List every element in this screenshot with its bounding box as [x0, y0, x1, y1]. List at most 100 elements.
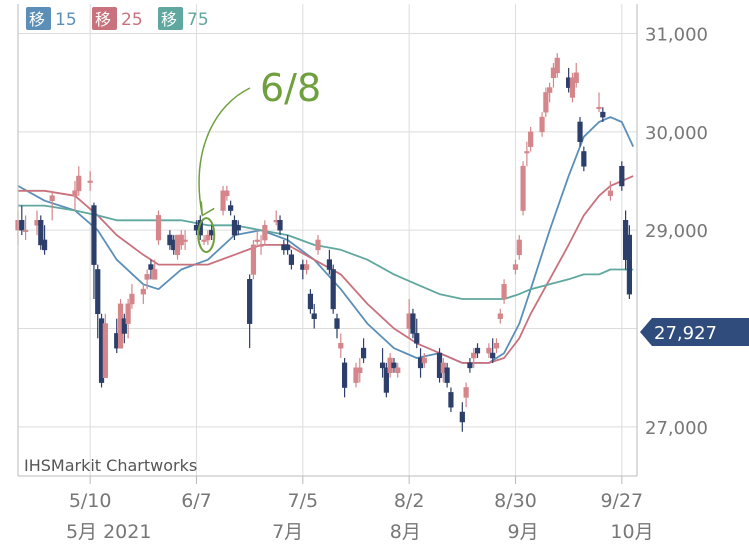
candle-2021-07-30	[395, 362, 401, 378]
candle-2021-05-26	[148, 259, 154, 280]
candle-2021-07-20	[357, 358, 363, 383]
candle-2021-07-16	[341, 358, 348, 398]
candle-2021-09-16	[577, 117, 583, 147]
candle-2021-07-02	[288, 249, 295, 270]
candle-2021-05-24	[140, 284, 146, 304]
candle-body	[307, 293, 314, 310]
candle-body	[19, 220, 25, 231]
candle-body	[626, 234, 633, 295]
candle-body	[512, 264, 519, 270]
candle-body	[201, 239, 207, 242]
candle-body	[600, 111, 606, 118]
candle-2021-06-04	[182, 230, 188, 250]
candle-body	[607, 190, 614, 197]
legend-period: 75	[187, 10, 209, 30]
x-tick-label-6-7: 6/7	[181, 490, 212, 512]
candle-body	[493, 342, 500, 349]
candle-2021-09-27	[619, 161, 625, 191]
candle-body	[205, 234, 211, 241]
candle-2021-07-06	[304, 259, 310, 275]
candle-2021-05-11	[91, 202, 97, 299]
last-price-tag: 27,927	[640, 318, 749, 346]
candle-body	[148, 264, 154, 270]
candle-2021-05-10	[87, 171, 93, 191]
candle-body	[395, 367, 401, 374]
candle-body	[41, 239, 48, 251]
y-tick-label-30000: 30,000	[645, 123, 708, 144]
candle-body	[467, 362, 473, 369]
candle-body	[581, 151, 587, 167]
annotation-label: 6/8	[260, 66, 321, 110]
candle-2021-04-27	[38, 215, 44, 250]
annotation-arrowhead	[200, 201, 215, 217]
candle-2021-06-16	[228, 200, 234, 216]
candle-2021-05-28	[155, 210, 162, 245]
candle-2021-06-23	[254, 230, 260, 245]
candle-body	[353, 367, 359, 383]
candle-body	[383, 367, 389, 393]
candle-2021-09-06	[539, 112, 545, 137]
y-axis: 27,000 29,000 30,000 31,000	[645, 25, 708, 439]
candle-2021-06-15	[224, 185, 230, 201]
candle-2021-08-27	[501, 279, 507, 304]
candle-2021-08-04	[414, 318, 420, 349]
candle-2021-04-30	[49, 190, 55, 221]
candle-2021-08-23	[486, 343, 492, 358]
candle-2021-08-16	[459, 402, 465, 432]
candle-2021-09-22	[600, 107, 606, 122]
x-month-label-2021-10: 10月	[610, 521, 653, 543]
candle-body	[152, 269, 158, 280]
candle-2021-08-03	[410, 308, 416, 339]
legend-badge	[26, 7, 51, 30]
candle-body	[379, 362, 386, 369]
y-tick-label-29000: 29,000	[645, 221, 708, 242]
candle-body	[277, 220, 283, 231]
candle-body	[357, 367, 363, 374]
candle-2021-09-24	[607, 181, 614, 201]
x-tick-label-5-10: 5/10	[69, 490, 112, 512]
x-month-label-2021-05: 5月 2021	[66, 521, 151, 543]
candle-2021-07-01	[285, 235, 291, 255]
last-price-tag-shape	[640, 318, 749, 346]
candle-body	[87, 180, 93, 183]
candle-body	[140, 288, 146, 295]
grid-lines	[18, 4, 637, 476]
candle-2021-06-09	[201, 235, 207, 245]
candle-2021-08-31	[516, 235, 522, 260]
candle-2021-07-21	[360, 338, 367, 363]
candle-2021-09-03	[528, 126, 534, 152]
candle-body	[311, 313, 317, 319]
candle-2021-05-19	[121, 313, 127, 344]
candle-body	[250, 244, 257, 275]
candle-2021-06-14	[220, 185, 226, 216]
candle-body	[524, 151, 530, 154]
x-month-label-2021-08: 8月	[390, 521, 421, 543]
candle-2021-07-29	[391, 358, 397, 373]
candle-2021-09-29	[626, 225, 633, 299]
candle-2021-07-27	[383, 362, 389, 398]
candle-body	[228, 205, 234, 211]
candle-2021-08-19	[471, 348, 477, 368]
candle-body	[76, 175, 82, 192]
candle-2021-08-30	[512, 259, 519, 275]
candle-2021-07-12	[326, 249, 332, 275]
candle-body	[95, 269, 101, 315]
candle-body	[444, 367, 450, 383]
candle-2021-07-08	[311, 303, 317, 329]
candle-2021-08-25	[493, 338, 500, 354]
candle-body	[334, 318, 340, 329]
last-price-label: 27,927	[654, 323, 717, 344]
candle-body	[224, 190, 230, 197]
legend-badge	[92, 7, 117, 30]
candle-body	[463, 387, 469, 398]
candle-2021-06-10	[205, 230, 211, 245]
candle-body	[360, 347, 367, 359]
candle-body	[448, 392, 454, 408]
candle-2021-05-12	[95, 264, 101, 339]
candle-body	[471, 352, 477, 359]
x-tick-label-8-2: 8/2	[394, 490, 425, 512]
watermark: IHSMarkit Chartworks	[24, 456, 197, 475]
candle-body	[421, 357, 427, 364]
ma15-line	[17, 116, 635, 364]
candle-body	[486, 347, 492, 354]
